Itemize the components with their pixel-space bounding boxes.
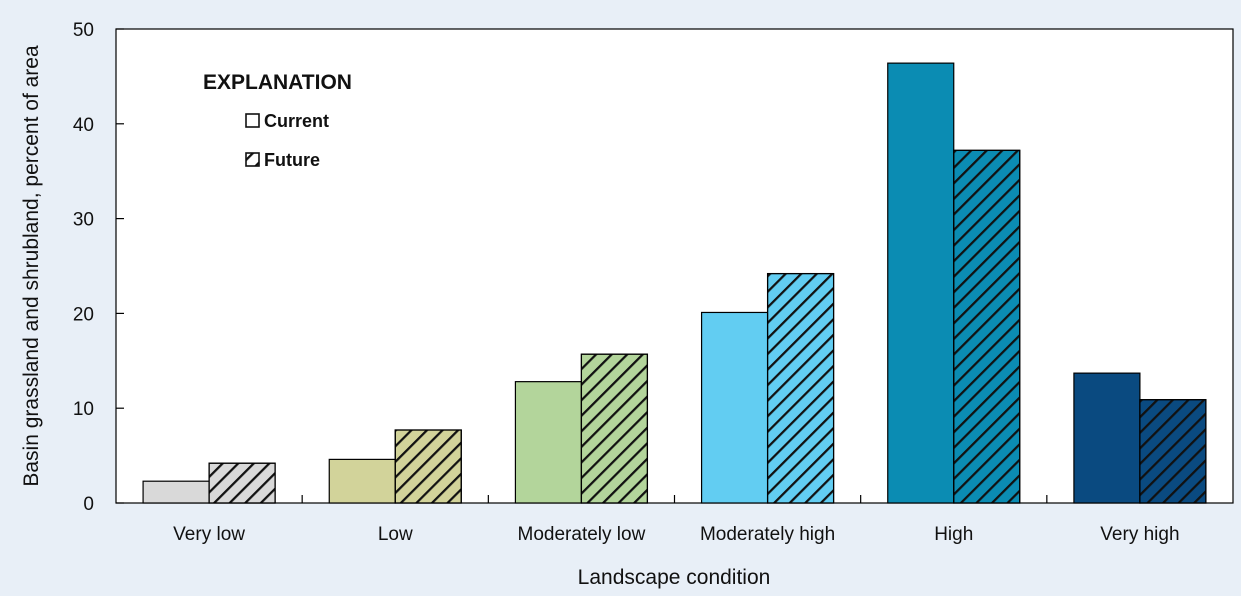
- y-tick-label-10: 10: [73, 399, 94, 420]
- legend-item-current: Current: [245, 111, 329, 131]
- x-axis: Very low Low Moderately low Moderately high…: [173, 495, 1180, 545]
- bar-current-very-low: [142, 480, 210, 504]
- y-tick-label-0: 0: [83, 494, 94, 515]
- bar-current-low: [328, 458, 396, 504]
- bar-hatch-future-very-low: [208, 462, 276, 504]
- bar-hatch-future-high: [953, 149, 1021, 504]
- x-tick-label-moderately-low: Moderately low: [518, 524, 646, 545]
- bar-hatch-future-low: [394, 429, 462, 504]
- legend-item-future: Future: [245, 150, 320, 170]
- y-axis: 0 10 20 30 40 50: [73, 20, 124, 515]
- y-tick-label-40: 40: [73, 115, 94, 136]
- bar-hatch-future-very-high: [1139, 399, 1207, 504]
- bar-current-high: [887, 62, 955, 504]
- bar-current-moderately-high: [700, 311, 769, 504]
- x-tick-label-very-high: Very high: [1100, 524, 1179, 545]
- bar-hatch-future-moderately-low: [580, 353, 649, 504]
- y-tick-label-20: 20: [73, 304, 94, 325]
- legend-label-current: Current: [264, 111, 329, 131]
- bar-current-very-high: [1073, 372, 1141, 504]
- legend-swatch-future: [245, 152, 260, 167]
- legend-title: EXPLANATION: [203, 71, 352, 94]
- legend: EXPLANATION Current Future: [203, 71, 352, 170]
- x-tick-label-low: Low: [378, 524, 413, 545]
- y-tick-label-50: 50: [73, 20, 94, 41]
- legend-label-future: Future: [264, 150, 320, 170]
- bars-group: [142, 62, 1207, 504]
- y-tick-label-30: 30: [73, 210, 94, 231]
- plot-area: [115, 28, 1234, 504]
- legend-swatch-current: [245, 113, 260, 128]
- x-tick-label-very-low: Very low: [173, 524, 245, 545]
- bar-current-moderately-low: [514, 381, 583, 504]
- x-tick-label-moderately-high: Moderately high: [700, 524, 835, 545]
- y-axis-title: Basin grassland and shrubland, percent o…: [20, 45, 43, 487]
- x-axis-title: Landscape condition: [578, 566, 771, 589]
- x-tick-label-high: High: [934, 524, 973, 545]
- bar-hatch-future-moderately-high: [766, 272, 835, 504]
